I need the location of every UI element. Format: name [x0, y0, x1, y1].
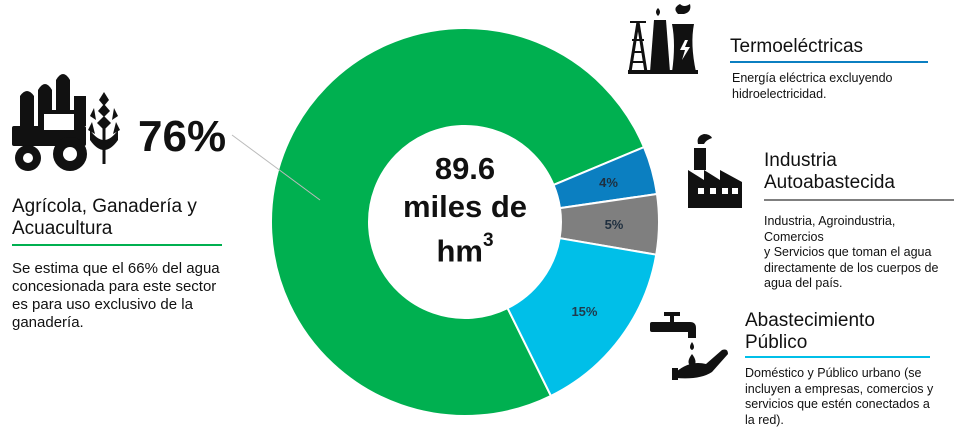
slice-publico-label: 15%: [571, 304, 597, 319]
publico-desc: Doméstico y Público urbano (se incluyen …: [745, 366, 950, 428]
center-unit-line2: hm3: [370, 226, 560, 270]
publico-desc-line2: incluyen a empresas, comercios y: [745, 382, 950, 398]
publico-title: Abastecimiento Público: [745, 310, 875, 354]
center-unit-sup: 3: [483, 230, 494, 251]
agricola-desc-line4: ganadería.: [12, 314, 252, 332]
termo-desc: Energía eléctrica excluyendo hidroelectr…: [732, 71, 952, 102]
publico-title-line1: Abastecimiento: [745, 310, 875, 332]
publico-desc-line4: la red).: [745, 413, 950, 428]
termo-desc-line1: Energía eléctrica excluyendo: [732, 71, 952, 87]
industria-desc: Industria, Agroindustria, Comercios y Se…: [764, 214, 954, 292]
slice-termo-label: 4%: [599, 175, 618, 190]
agricola-title-line2: Acuacultura: [12, 218, 197, 240]
tractor-silo-wheat-icon: [8, 68, 126, 172]
publico-title-line2: Público: [745, 332, 875, 354]
agricola-desc-line1: Se estima que el 66% del agua: [12, 260, 252, 278]
industria-title-line2: Autoabastecida: [764, 172, 895, 194]
industria-desc-line3: directamente de los cuerpos de: [764, 261, 954, 277]
publico-desc-line1: Doméstico y Público urbano (se: [745, 366, 950, 382]
faucet-hand-icon: [650, 310, 730, 380]
termo-rule: [730, 61, 928, 63]
agricola-title-line1: Agrícola, Ganadería y: [12, 196, 197, 218]
publico-desc-line3: servicios que estén conectados a: [745, 397, 950, 413]
industria-title-line1: Industria: [764, 150, 895, 172]
publico-rule: [745, 356, 930, 358]
industria-title: Industria Autoabastecida: [764, 150, 895, 194]
industria-desc-line4: agua del país.: [764, 276, 954, 292]
slice-industria-label: 5%: [605, 217, 624, 232]
center-unit-line1: miles de: [370, 188, 560, 226]
factory-icon: [686, 134, 744, 208]
termo-desc-line2: hidroelectricidad.: [732, 87, 952, 103]
industria-desc-line2: y Servicios que toman el agua: [764, 245, 954, 261]
agricola-desc-line2: concesionada para este sector: [12, 278, 252, 296]
center-value: 89.6: [370, 150, 560, 188]
center-total: 89.6 miles de hm3: [370, 150, 560, 270]
agricola-rule: [12, 244, 222, 246]
center-unit-base: hm: [436, 233, 483, 268]
power-plant-icon: [628, 4, 700, 74]
industria-desc-line1: Industria, Agroindustria, Comercios: [764, 214, 954, 245]
termo-title: Termoeléctricas: [730, 36, 863, 58]
agricola-desc-line3: es para uso exclusivo de la: [12, 296, 252, 314]
industria-rule: [764, 199, 954, 201]
agricola-title: Agrícola, Ganadería y Acuacultura: [12, 196, 197, 240]
agricola-percent: 76%: [138, 112, 226, 162]
agricola-desc: Se estima que el 66% del agua concesiona…: [12, 260, 252, 332]
